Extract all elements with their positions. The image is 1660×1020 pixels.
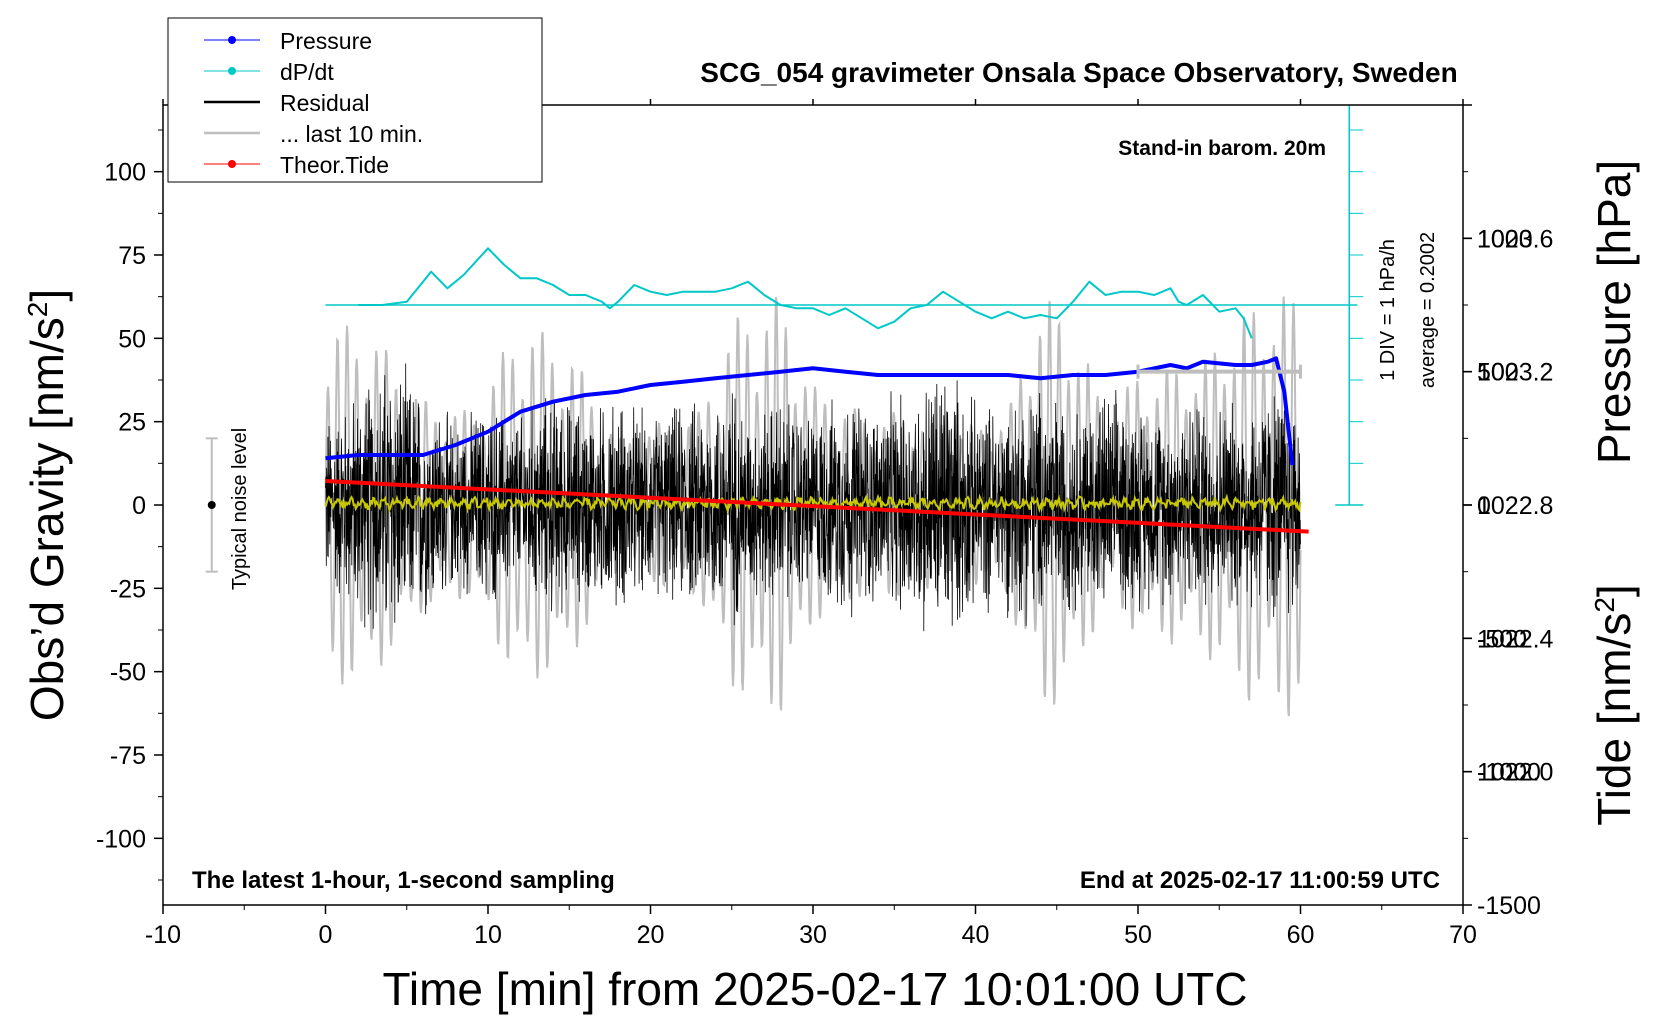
barometer-annotation: Stand-in barom. 20m bbox=[1118, 137, 1326, 160]
legend: Pressure dP/dt Residual ... last 10 min. The… bbox=[167, 17, 543, 183]
axes-layer bbox=[154, 99, 1472, 914]
x-tick-label: 30 bbox=[799, 921, 827, 949]
y-tide-tick-label: -1000 bbox=[1477, 759, 1541, 787]
scale-avg-annotation: average = 0.2002 bbox=[1417, 232, 1439, 388]
y-left-tick-label: 50 bbox=[118, 325, 146, 353]
x-tick-label: 40 bbox=[962, 921, 990, 949]
chart-title: SCG_054 gravimeter Onsala Space Observat… bbox=[700, 57, 1457, 88]
legend-item-label: Residual bbox=[280, 90, 370, 116]
y-axis-label-pressure: Pressure [hPa] bbox=[1588, 160, 1640, 464]
y-left-tick-label: 100 bbox=[104, 159, 146, 187]
series-residual-line bbox=[325, 363, 1301, 632]
series-theor-tide-line bbox=[325, 479, 1309, 534]
y-pressure-tick-label: 1022.0 bbox=[1477, 759, 1553, 787]
scale-div-annotation: 1 DIV = 1 hPa/h bbox=[1377, 239, 1399, 381]
y-axis-label-left: Obs’d Gravity [nm/s2] bbox=[21, 289, 73, 721]
series-dpdt-line bbox=[358, 247, 1253, 339]
y-left-tick-label: 75 bbox=[118, 242, 146, 270]
y-tide-tick-label: 1000 bbox=[1477, 225, 1533, 253]
x-tick-label: 50 bbox=[1124, 921, 1152, 949]
x-tick-label: 70 bbox=[1449, 921, 1477, 949]
legend-box bbox=[167, 17, 543, 183]
legend-item-label: ... last 10 min. bbox=[280, 121, 423, 147]
x-tick-label: -10 bbox=[145, 921, 181, 949]
noise-bar-center-dot bbox=[207, 501, 216, 509]
y-left-tick-label: -75 bbox=[110, 742, 146, 770]
sampling-note: The latest 1-hour, 1-second sampling bbox=[192, 867, 615, 894]
legend-marker bbox=[228, 160, 236, 168]
y-tide-tick-label: 500 bbox=[1477, 359, 1519, 387]
x-axis-label: Time [min] from 2025-02-17 10:01:00 UTC bbox=[383, 963, 1248, 1015]
noise-level-label: Typical noise level bbox=[229, 428, 251, 590]
legend-item-label: dP/dt bbox=[280, 59, 334, 85]
y-left-tick-label: 25 bbox=[118, 409, 146, 437]
y-axis-label-left-end: ] bbox=[21, 289, 73, 302]
y-axis-label-tide-end: ] bbox=[1588, 584, 1640, 597]
y-axis-label-tide-text: Tide [nm/s bbox=[1588, 613, 1640, 826]
y-tide-tick-label: -1500 bbox=[1477, 892, 1541, 920]
end-time-note: End at 2025-02-17 11:00:59 UTC bbox=[1080, 867, 1440, 894]
y-left-tick-label: -100 bbox=[96, 825, 146, 853]
text-layer: -10 0 10 20 30 40 50 60 70-100-75-50-25025507510… bbox=[21, 57, 1640, 1015]
x-tick-label: 10 bbox=[474, 921, 502, 949]
legend-item-label: Theor.Tide bbox=[280, 152, 389, 178]
y-axis-label-left-sup: 2 bbox=[22, 302, 53, 318]
y-left-tick-label: -50 bbox=[110, 659, 146, 687]
y-left-tick-label: 0 bbox=[132, 492, 146, 520]
x-tick-label: 20 bbox=[637, 921, 665, 949]
y-axis-label-left-text: Obs’d Gravity [nm/s bbox=[21, 317, 73, 721]
legend-marker bbox=[228, 67, 236, 75]
x-tick-label: 0 bbox=[319, 921, 333, 949]
series-pressure-line bbox=[325, 356, 1295, 466]
y-pressure-tick-label: 1022.4 bbox=[1477, 625, 1554, 653]
y-tide-tick-label: 0 bbox=[1477, 492, 1491, 520]
series-layer bbox=[324, 247, 1358, 717]
y-pressure-tick-label: 1023.2 bbox=[1477, 359, 1553, 387]
y-pressure-tick-label: 1022.8 bbox=[1477, 492, 1553, 520]
y-pressure-tick-label: 1023.6 bbox=[1477, 225, 1553, 253]
y-axis-label-tide-sup: 2 bbox=[1589, 597, 1620, 613]
y-left-tick-label: -25 bbox=[110, 575, 146, 603]
x-tick-label: 60 bbox=[1287, 921, 1315, 949]
y-axis-label-tide: Tide [nm/s2] bbox=[1588, 584, 1640, 825]
y-tide-tick-label: -500 bbox=[1477, 625, 1527, 653]
legend-item-label: Pressure bbox=[280, 28, 372, 54]
series-residual-smoothed-line bbox=[324, 492, 1302, 514]
legend-marker bbox=[228, 36, 236, 44]
